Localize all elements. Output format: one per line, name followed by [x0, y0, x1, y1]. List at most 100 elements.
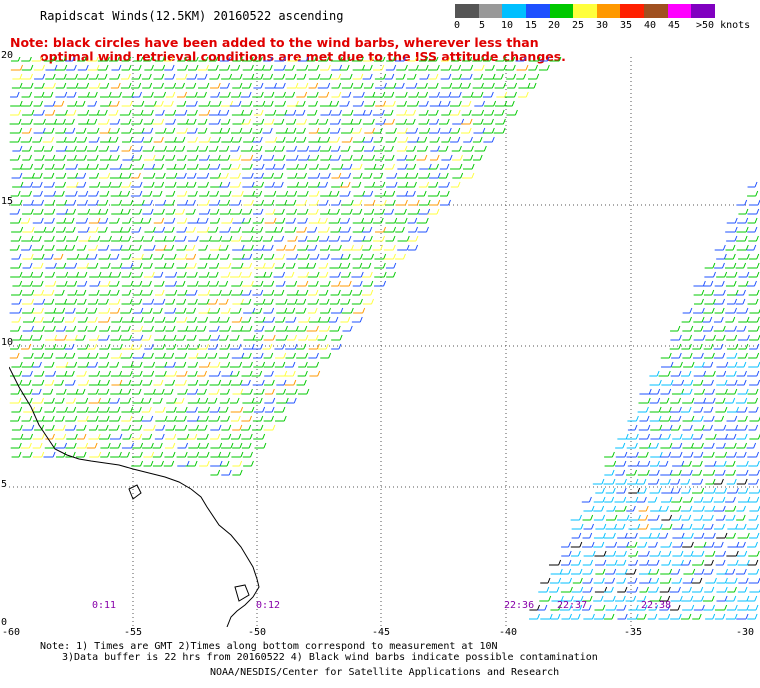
- wind-barb: [561, 613, 572, 620]
- wind-barb: [198, 451, 210, 458]
- wind-barb: [10, 442, 22, 449]
- wind-barb: [661, 496, 673, 503]
- wind-barb: [397, 136, 409, 143]
- wind-barb: [660, 442, 673, 449]
- wind-barb: [175, 424, 188, 431]
- wind-barb: [726, 298, 738, 305]
- wind-barb: [702, 316, 713, 323]
- wind-barb: [143, 361, 155, 368]
- wind-barb: [44, 406, 56, 413]
- wind-barb: [308, 352, 319, 359]
- wind-barb: [287, 181, 300, 188]
- wind-barb: [273, 64, 286, 71]
- wind-barb: [309, 370, 321, 377]
- wind-barb: [218, 172, 229, 179]
- wind-barb: [659, 604, 671, 611]
- wind-barb: [209, 172, 222, 179]
- wind-barb: [32, 307, 44, 314]
- wind-barb: [461, 127, 472, 134]
- wind-barb: [452, 154, 463, 161]
- wind-barb: [383, 226, 397, 233]
- wind-barb: [440, 190, 450, 197]
- wind-barb: [12, 163, 23, 170]
- wind-map-plot: [9, 57, 760, 627]
- wind-barb: [639, 577, 652, 584]
- wind-barb: [88, 226, 99, 233]
- wind-barb: [121, 361, 134, 368]
- wind-barb: [141, 397, 152, 404]
- wind-barb: [164, 253, 177, 260]
- wind-barb: [198, 334, 212, 341]
- wind-barb: [210, 460, 223, 467]
- wind-barb: [615, 460, 627, 467]
- wind-barb: [296, 289, 309, 296]
- wind-barb: [691, 577, 703, 584]
- wind-barb: [174, 379, 187, 386]
- wind-barb: [177, 388, 188, 395]
- wind-barb: [407, 73, 417, 80]
- wind-barb: [155, 361, 168, 368]
- wind-barb: [725, 316, 736, 323]
- wind-barb: [736, 451, 747, 458]
- wind-barb: [22, 226, 35, 233]
- wind-barb: [724, 325, 737, 332]
- wind-barb: [243, 199, 254, 206]
- wind-barb: [76, 451, 87, 458]
- wind-barb: [109, 415, 121, 422]
- wind-barb: [87, 316, 98, 323]
- wind-barb: [405, 127, 419, 134]
- wind-barb: [144, 64, 154, 71]
- wind-barb: [484, 100, 497, 107]
- wind-barb: [152, 451, 164, 458]
- wind-barb: [66, 280, 78, 287]
- wind-barb: [648, 388, 661, 395]
- wind-barb: [141, 280, 152, 287]
- wind-barb: [111, 235, 123, 242]
- wind-barb: [429, 118, 440, 125]
- wind-barb: [208, 57, 219, 62]
- wind-barb: [560, 577, 573, 584]
- wind-barb: [141, 289, 153, 296]
- wind-barb: [659, 415, 672, 422]
- wind-barb: [615, 478, 627, 485]
- wind-barb: [573, 595, 584, 602]
- wind-barb: [374, 280, 387, 287]
- wind-barb: [331, 163, 344, 170]
- wind-barb: [693, 379, 704, 386]
- wind-barb: [241, 379, 251, 386]
- wind-barb: [229, 343, 242, 350]
- wind-barb: [209, 325, 220, 332]
- wind-barb: [241, 370, 253, 377]
- wind-barb: [187, 154, 199, 161]
- wind-barb: [241, 388, 253, 395]
- wind-barb: [713, 289, 726, 296]
- legend-swatch: [620, 4, 645, 18]
- wind-barb: [681, 586, 692, 593]
- wind-barb: [748, 406, 759, 413]
- wind-barb: [220, 307, 231, 314]
- wind-barb: [351, 316, 363, 323]
- wind-barb: [285, 307, 296, 314]
- wind-barb: [34, 82, 45, 89]
- wind-barb: [746, 244, 757, 251]
- wind-barb: [12, 145, 23, 152]
- wind-barb: [253, 100, 266, 107]
- wind-barb: [199, 253, 211, 260]
- wind-barb: [462, 172, 475, 179]
- wind-barb: [165, 190, 176, 197]
- wind-barb: [582, 577, 593, 584]
- wind-barb: [328, 100, 340, 107]
- wind-barb: [713, 298, 726, 305]
- wind-barb: [683, 361, 695, 368]
- wind-barb: [64, 343, 75, 350]
- wind-barb: [32, 451, 45, 458]
- wind-barb: [286, 334, 297, 341]
- legend-swatch: [691, 4, 716, 18]
- wind-barb: [209, 163, 221, 170]
- wind-barb: [252, 415, 264, 422]
- wind-barb: [65, 73, 78, 80]
- wind-barb: [177, 325, 189, 332]
- wind-barb: [263, 154, 275, 161]
- wind-barb: [353, 307, 366, 314]
- legend-label: 35: [620, 20, 633, 31]
